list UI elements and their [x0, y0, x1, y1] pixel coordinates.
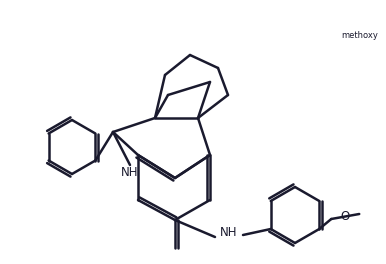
Text: methoxy: methoxy	[342, 31, 378, 40]
Text: O: O	[340, 210, 350, 223]
Text: NH: NH	[121, 167, 139, 180]
Text: NH: NH	[220, 227, 237, 239]
